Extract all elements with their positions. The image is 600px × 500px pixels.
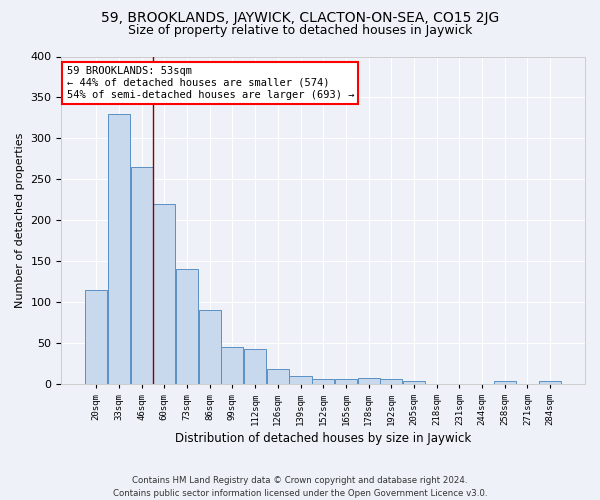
Bar (221, 347, 244, 384)
Text: Size of property relative to detached houses in Jaywick: Size of property relative to detached ho… (128, 24, 472, 37)
Bar (85, 290, 107, 384)
Bar (358, 378, 380, 384)
Bar (289, 376, 311, 384)
Text: 59 BROOKLANDS: 53sqm
← 44% of detached houses are smaller (574)
54% of semi-deta: 59 BROOKLANDS: 53sqm ← 44% of detached h… (67, 66, 354, 100)
Y-axis label: Number of detached properties: Number of detached properties (15, 132, 25, 308)
Bar (335, 379, 357, 384)
Bar (494, 380, 516, 384)
Bar (380, 379, 403, 384)
Bar (153, 204, 175, 384)
Text: Contains HM Land Registry data © Crown copyright and database right 2024.
Contai: Contains HM Land Registry data © Crown c… (113, 476, 487, 498)
Bar (131, 167, 152, 384)
Bar (539, 380, 561, 384)
X-axis label: Distribution of detached houses by size in Jaywick: Distribution of detached houses by size … (175, 432, 472, 445)
Bar (244, 350, 266, 384)
Bar (403, 382, 425, 384)
Bar (312, 379, 334, 384)
Bar (199, 310, 221, 384)
Bar (176, 269, 198, 384)
Bar (267, 369, 289, 384)
Text: 59, BROOKLANDS, JAYWICK, CLACTON-ON-SEA, CO15 2JG: 59, BROOKLANDS, JAYWICK, CLACTON-ON-SEA,… (101, 11, 499, 25)
Bar (108, 114, 130, 384)
